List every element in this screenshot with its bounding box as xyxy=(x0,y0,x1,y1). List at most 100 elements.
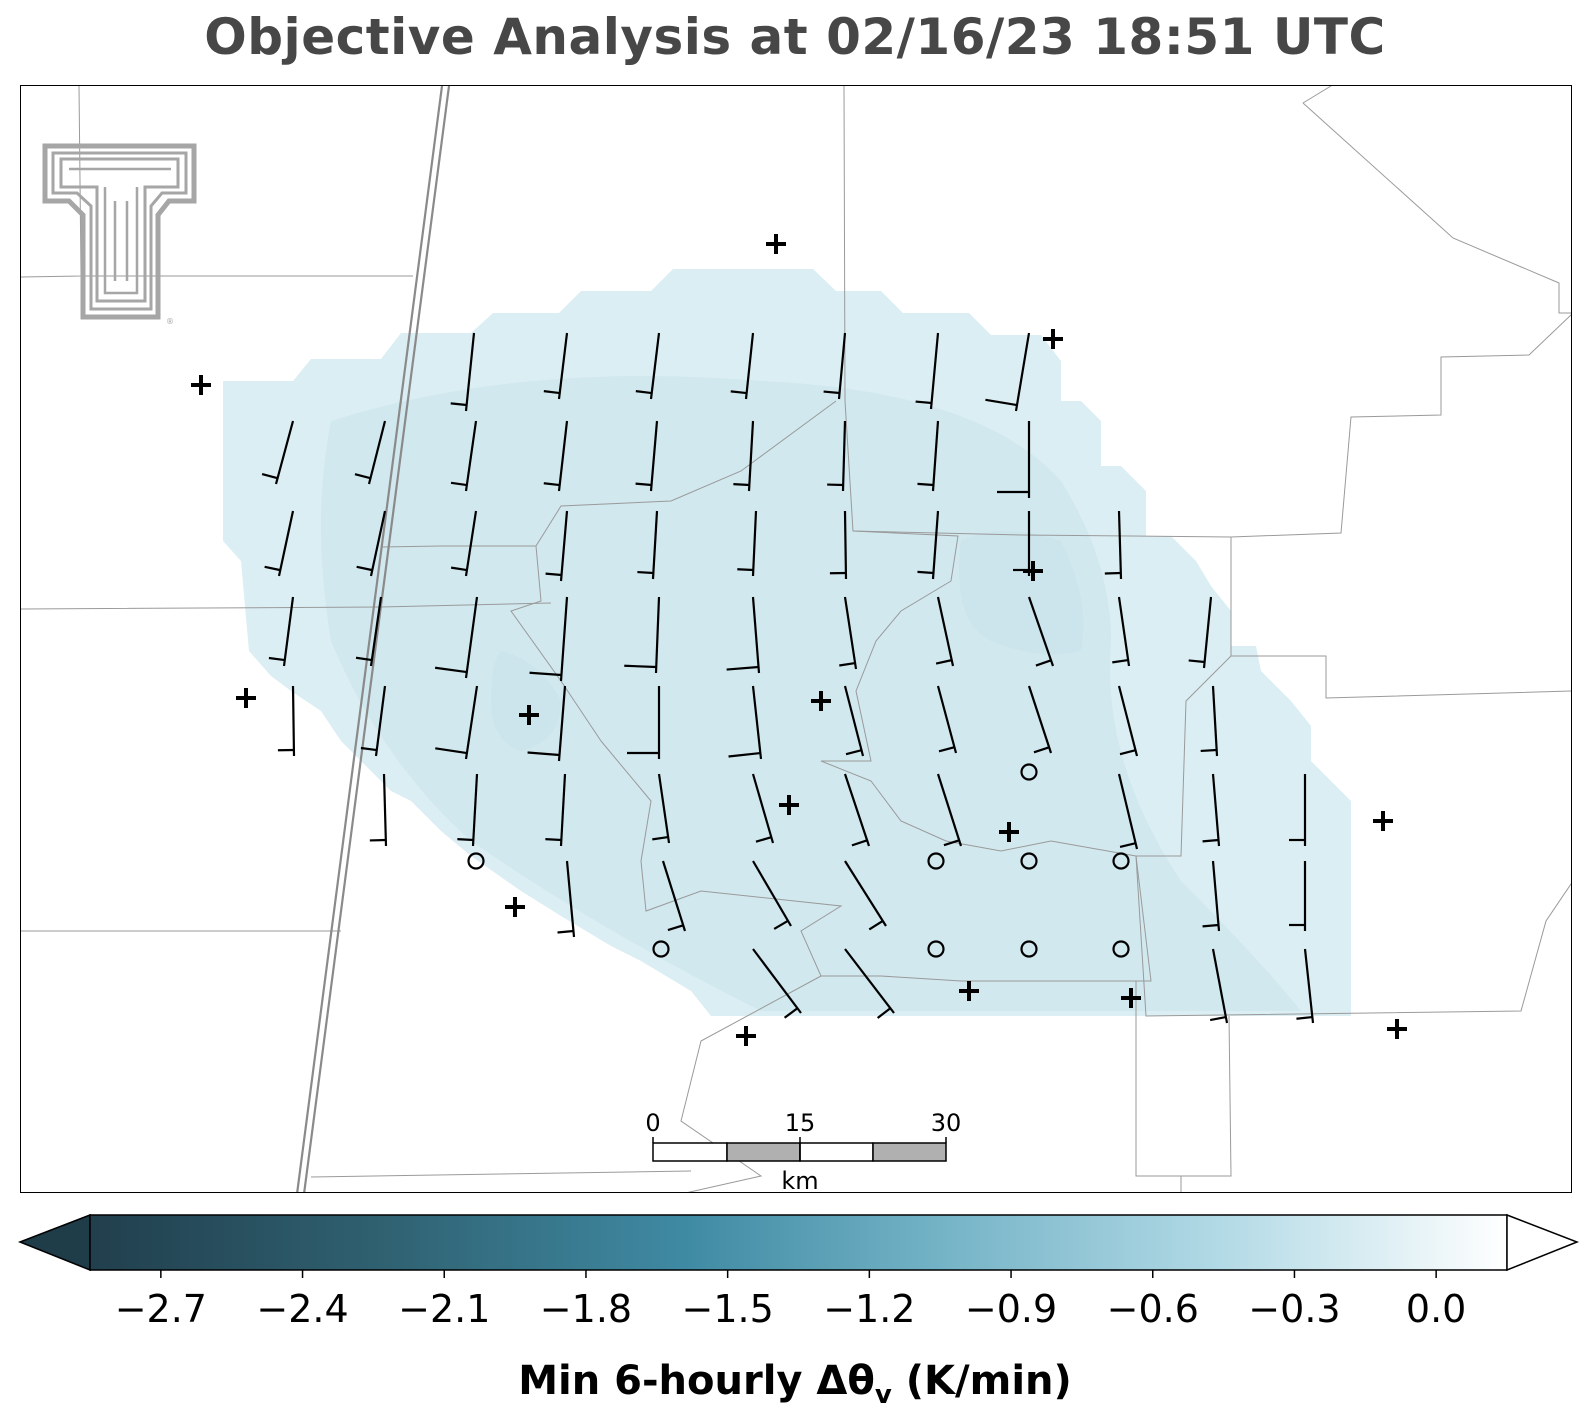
calm-wind-circle[interactable] xyxy=(927,940,945,958)
station-plus-marker[interactable] xyxy=(1373,811,1393,831)
shaded-inner-3 xyxy=(959,531,1084,655)
wind-barb xyxy=(935,596,955,667)
wind-barb xyxy=(917,420,940,492)
colorbar-tick-label: −0.9 xyxy=(965,1287,1057,1331)
logo-double-t: ® xyxy=(42,143,197,326)
wind-barb xyxy=(369,773,388,847)
scale-label-30: 30 xyxy=(931,1109,962,1137)
calm-wind-circle[interactable] xyxy=(927,852,945,870)
wind-barb xyxy=(277,685,296,757)
wind-barb xyxy=(997,421,1031,498)
wind-barb xyxy=(450,510,478,577)
wind-barb xyxy=(1013,511,1031,576)
wind-barb xyxy=(354,420,387,485)
scale-label-15: 15 xyxy=(785,1109,816,1137)
wind-barb xyxy=(917,510,940,580)
colorbar-tick-label: −2.1 xyxy=(398,1287,490,1331)
wind-barb xyxy=(752,860,792,930)
station-plus-marker[interactable] xyxy=(736,1026,756,1046)
page-title: Objective Analysis at 02/16/23 18:51 UTC xyxy=(204,8,1386,66)
calm-wind-circle[interactable] xyxy=(1020,852,1038,870)
wind-barb xyxy=(730,332,755,400)
station-plus-marker[interactable] xyxy=(1043,329,1063,349)
wind-barb xyxy=(635,420,659,492)
station-plus-marker[interactable] xyxy=(1121,988,1141,1008)
county-boundaries xyxy=(21,86,1571,1192)
colorbar-tick-label: −1.8 xyxy=(540,1287,632,1331)
wind-barb xyxy=(985,332,1031,412)
wind-barb xyxy=(827,420,847,492)
colorbar-tick-label: 0.0 xyxy=(1406,1287,1466,1331)
map-canvas[interactable]: ® 0 15 30 km xyxy=(21,86,1572,1193)
colorbar-tick-label: −0.3 xyxy=(1248,1287,1340,1331)
calm-wind-circle[interactable] xyxy=(1112,852,1130,870)
scale-bar: 0 15 30 km xyxy=(645,1109,962,1193)
wind-barb xyxy=(356,510,387,577)
station-plus-marker[interactable] xyxy=(999,822,1019,842)
scale-unit: km xyxy=(781,1167,818,1193)
wind-barb xyxy=(635,332,661,400)
wind-barb xyxy=(543,332,569,400)
wind-barb xyxy=(726,596,761,674)
station-plus-marker[interactable] xyxy=(1387,1019,1407,1039)
calm-wind-circle[interactable] xyxy=(467,852,485,870)
wind-barb xyxy=(728,685,763,760)
wind-barb xyxy=(545,773,567,847)
wind-barb xyxy=(829,510,848,580)
wind-barb xyxy=(823,332,847,400)
calm-wind-circle[interactable] xyxy=(1020,940,1038,958)
wind-barb xyxy=(1104,510,1123,580)
shaded-inner-2 xyxy=(491,651,561,751)
wind-barb xyxy=(844,860,887,931)
wind-barb xyxy=(843,773,871,847)
wind-barb xyxy=(637,510,659,580)
calm-wind-circle[interactable] xyxy=(1020,763,1038,781)
wind-barb xyxy=(1289,774,1307,846)
wind-barb xyxy=(1117,685,1139,757)
wind-barb xyxy=(360,685,387,757)
wind-barb xyxy=(557,860,576,938)
wind-barb xyxy=(1296,948,1315,1024)
scale-label-0: 0 xyxy=(645,1109,660,1137)
colorbar-tick-label: −2.7 xyxy=(115,1287,207,1331)
wind-barb xyxy=(1188,596,1213,669)
wind-barb xyxy=(543,420,569,492)
wind-barb xyxy=(839,596,858,670)
wind-barb xyxy=(261,420,295,485)
analysis-shading xyxy=(223,269,1351,1016)
colorbar-label: Min 6-hourly Δθv (K/min) xyxy=(518,1358,1072,1410)
station-plus-marker[interactable] xyxy=(519,705,539,725)
wind-barb xyxy=(844,948,895,1019)
station-plus-marker[interactable] xyxy=(191,375,211,395)
wind-barb xyxy=(1027,685,1053,754)
station-plus-marker[interactable] xyxy=(236,688,256,708)
wind-barb xyxy=(1202,773,1221,847)
wind-barb xyxy=(457,773,479,847)
colorbar-extend-high xyxy=(1506,1213,1580,1272)
wind-barb xyxy=(1209,948,1229,1024)
colorbar-tick-label: −1.2 xyxy=(823,1287,915,1331)
wind-barb xyxy=(1027,596,1055,667)
wind-barb xyxy=(264,510,295,577)
station-plus-marker[interactable] xyxy=(766,234,786,254)
wind-barb xyxy=(936,773,963,847)
wind-barb xyxy=(435,685,479,760)
calm-wind-circle[interactable] xyxy=(1112,940,1130,958)
wind-barb xyxy=(1200,685,1219,757)
station-plus-marker[interactable] xyxy=(505,897,525,917)
wind-barb xyxy=(545,510,569,582)
wind-barb xyxy=(1112,596,1131,667)
wind-barb xyxy=(1289,861,1307,931)
wind-barb xyxy=(627,686,661,759)
map-panel[interactable]: ® 0 15 30 km xyxy=(20,85,1572,1193)
state-boundary xyxy=(296,86,451,1192)
wind-barb xyxy=(1202,860,1221,932)
station-plus-marker[interactable] xyxy=(779,795,799,815)
station-plus-marker[interactable] xyxy=(959,981,979,1001)
calm-wind-circle[interactable] xyxy=(652,940,670,958)
wind-barb xyxy=(733,420,755,492)
colorbar-tick-label: −0.6 xyxy=(1107,1287,1199,1331)
station-plus-marker[interactable] xyxy=(811,691,831,711)
wind-barbs xyxy=(261,332,1315,1024)
wind-barb xyxy=(529,596,569,682)
